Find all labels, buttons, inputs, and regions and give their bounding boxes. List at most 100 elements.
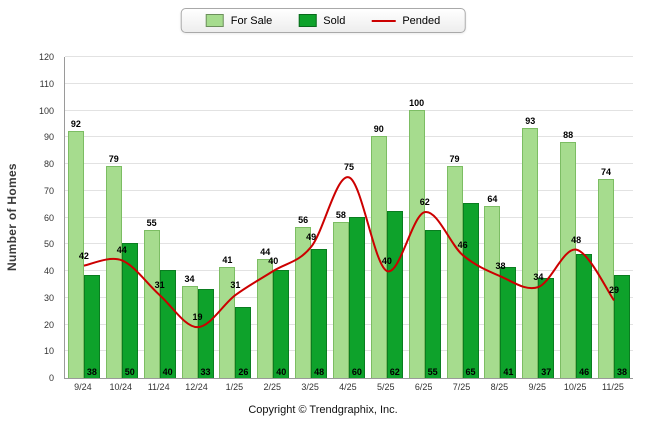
bar-for-sale: 34 xyxy=(181,274,198,378)
legend-label-pended: Pended xyxy=(402,14,441,27)
x-tick-label: 10/25 xyxy=(563,382,587,392)
bar-sold: 62 xyxy=(386,211,403,378)
bar-sold: 46 xyxy=(576,253,593,378)
bar-group: 79 50 xyxy=(103,57,141,378)
bar-sold: 26 xyxy=(235,307,252,378)
y-axis-title: Number of Homes xyxy=(5,163,19,271)
legend-label-for-sale: For Sale xyxy=(230,14,273,27)
legend-item-pended: Pended xyxy=(371,15,440,27)
bar-sold: 38 xyxy=(613,275,630,378)
bar-sold: 48 xyxy=(311,248,328,378)
bar-for-sale: 64 xyxy=(484,194,501,378)
bar-group: 74 38 xyxy=(595,57,633,378)
bar-for-sale: 44 xyxy=(257,247,274,378)
y-tick-label: 50 xyxy=(43,239,54,250)
bar-for-sale: 93 xyxy=(522,116,539,378)
bar-sold: 55 xyxy=(424,229,441,378)
bar-for-sale: 100 xyxy=(408,98,425,378)
x-tick-label: 4/25 xyxy=(339,382,357,392)
bar-sold: 33 xyxy=(197,288,214,378)
bar-sold: 41 xyxy=(500,267,517,378)
bar-group: 90 62 xyxy=(368,57,406,378)
bar-for-sale: 79 xyxy=(105,154,122,378)
for-sale-swatch-icon xyxy=(205,14,224,27)
y-tick-label: 100 xyxy=(38,105,54,116)
value-label-sold: 26 xyxy=(238,367,249,377)
gridline xyxy=(65,109,633,111)
y-tick-label: 90 xyxy=(43,132,54,143)
bar-sold: 65 xyxy=(462,203,479,378)
x-tick-label: 9/24 xyxy=(74,382,92,392)
value-label-for-sale: 93 xyxy=(525,116,536,127)
bar-for-sale: 41 xyxy=(219,255,236,378)
x-tick-label: 11/25 xyxy=(602,382,624,392)
bar-group: 34 33 xyxy=(179,57,217,378)
copyright-text: Copyright © Trendgraphix, Inc. xyxy=(248,404,398,416)
value-label-sold: 33 xyxy=(200,367,211,377)
plot-area: 92 38 79 50 55 40 34 33 41 26 44 40 56 48 58 60 90 62 100 5… xyxy=(64,56,633,379)
value-label-sold: 38 xyxy=(86,367,97,377)
legend: For Sale Sold Pended xyxy=(180,8,466,33)
y-tick-label: 120 xyxy=(38,52,54,62)
value-label-sold: 55 xyxy=(427,367,438,377)
legend-item-sold: Sold xyxy=(298,14,345,27)
value-label-for-sale: 92 xyxy=(70,118,81,129)
x-tick-label: 7/25 xyxy=(452,382,471,392)
bar-group: 44 40 xyxy=(254,57,292,378)
value-label-for-sale: 90 xyxy=(373,124,384,135)
x-tick-label: 11/24 xyxy=(147,382,170,392)
value-label-sold: 40 xyxy=(276,367,287,377)
bar-group: 55 40 xyxy=(141,57,179,378)
value-label-for-sale: 79 xyxy=(108,153,119,164)
value-label-for-sale: 100 xyxy=(409,97,425,108)
bar-sold: 37 xyxy=(538,278,555,378)
bar-group: 92 38 xyxy=(65,57,103,378)
y-tick-label: 70 xyxy=(43,185,54,196)
value-label-for-sale: 44 xyxy=(260,247,271,258)
y-tick-label: 20 xyxy=(43,319,54,330)
bar-sold: 50 xyxy=(121,243,138,378)
x-tick-label: 9/25 xyxy=(528,382,546,392)
value-label-for-sale: 34 xyxy=(184,274,195,285)
bar-group: 64 41 xyxy=(481,57,519,378)
value-label-for-sale: 58 xyxy=(335,209,346,220)
y-tick-label: 40 xyxy=(43,266,54,276)
value-label-for-sale: 74 xyxy=(600,167,611,178)
bar-for-sale: 58 xyxy=(332,210,349,378)
bar-sold: 60 xyxy=(348,216,365,378)
legend-label-sold: Sold xyxy=(323,14,346,27)
bar-group: 93 37 xyxy=(519,57,557,378)
x-tick-label: 8/25 xyxy=(490,382,509,392)
bar-groups: 92 38 79 50 55 40 34 33 41 26 44 40 56 48 58 60 90 62 100 5… xyxy=(65,57,633,378)
value-label-sold: 46 xyxy=(579,367,590,377)
value-label-for-sale: 55 xyxy=(146,217,157,228)
bar-sold: 38 xyxy=(83,275,100,378)
y-tick-label: 10 xyxy=(43,346,54,357)
bar-for-sale: 88 xyxy=(560,130,577,378)
y-tick-label: 30 xyxy=(43,292,54,303)
value-label-for-sale: 56 xyxy=(298,215,309,226)
value-label-sold: 65 xyxy=(465,367,476,377)
x-tick-label: 1/25 xyxy=(225,382,244,392)
sold-swatch-icon xyxy=(298,14,317,27)
pended-line-swatch-icon xyxy=(371,19,396,22)
y-tick-label: 60 xyxy=(43,212,54,223)
legend-item-for-sale: For Sale xyxy=(205,14,273,27)
gridline xyxy=(65,82,633,84)
bar-sold: 40 xyxy=(159,270,176,378)
gridline xyxy=(65,163,633,164)
value-label-sold: 48 xyxy=(314,367,325,377)
bar-for-sale: 55 xyxy=(143,218,160,378)
bar-group: 56 48 xyxy=(292,57,330,378)
value-label-for-sale: 88 xyxy=(563,129,574,140)
bar-group: 88 46 xyxy=(557,57,595,378)
bar-group: 100 55 xyxy=(406,57,444,378)
x-tick-label: 10/24 xyxy=(109,382,133,392)
value-label-for-sale: 41 xyxy=(222,255,233,266)
bar-for-sale: 56 xyxy=(295,215,312,378)
value-label-sold: 38 xyxy=(616,367,627,377)
bar-for-sale: 74 xyxy=(597,167,614,378)
value-label-for-sale: 64 xyxy=(487,193,498,204)
x-tick-label: 5/25 xyxy=(377,382,395,392)
